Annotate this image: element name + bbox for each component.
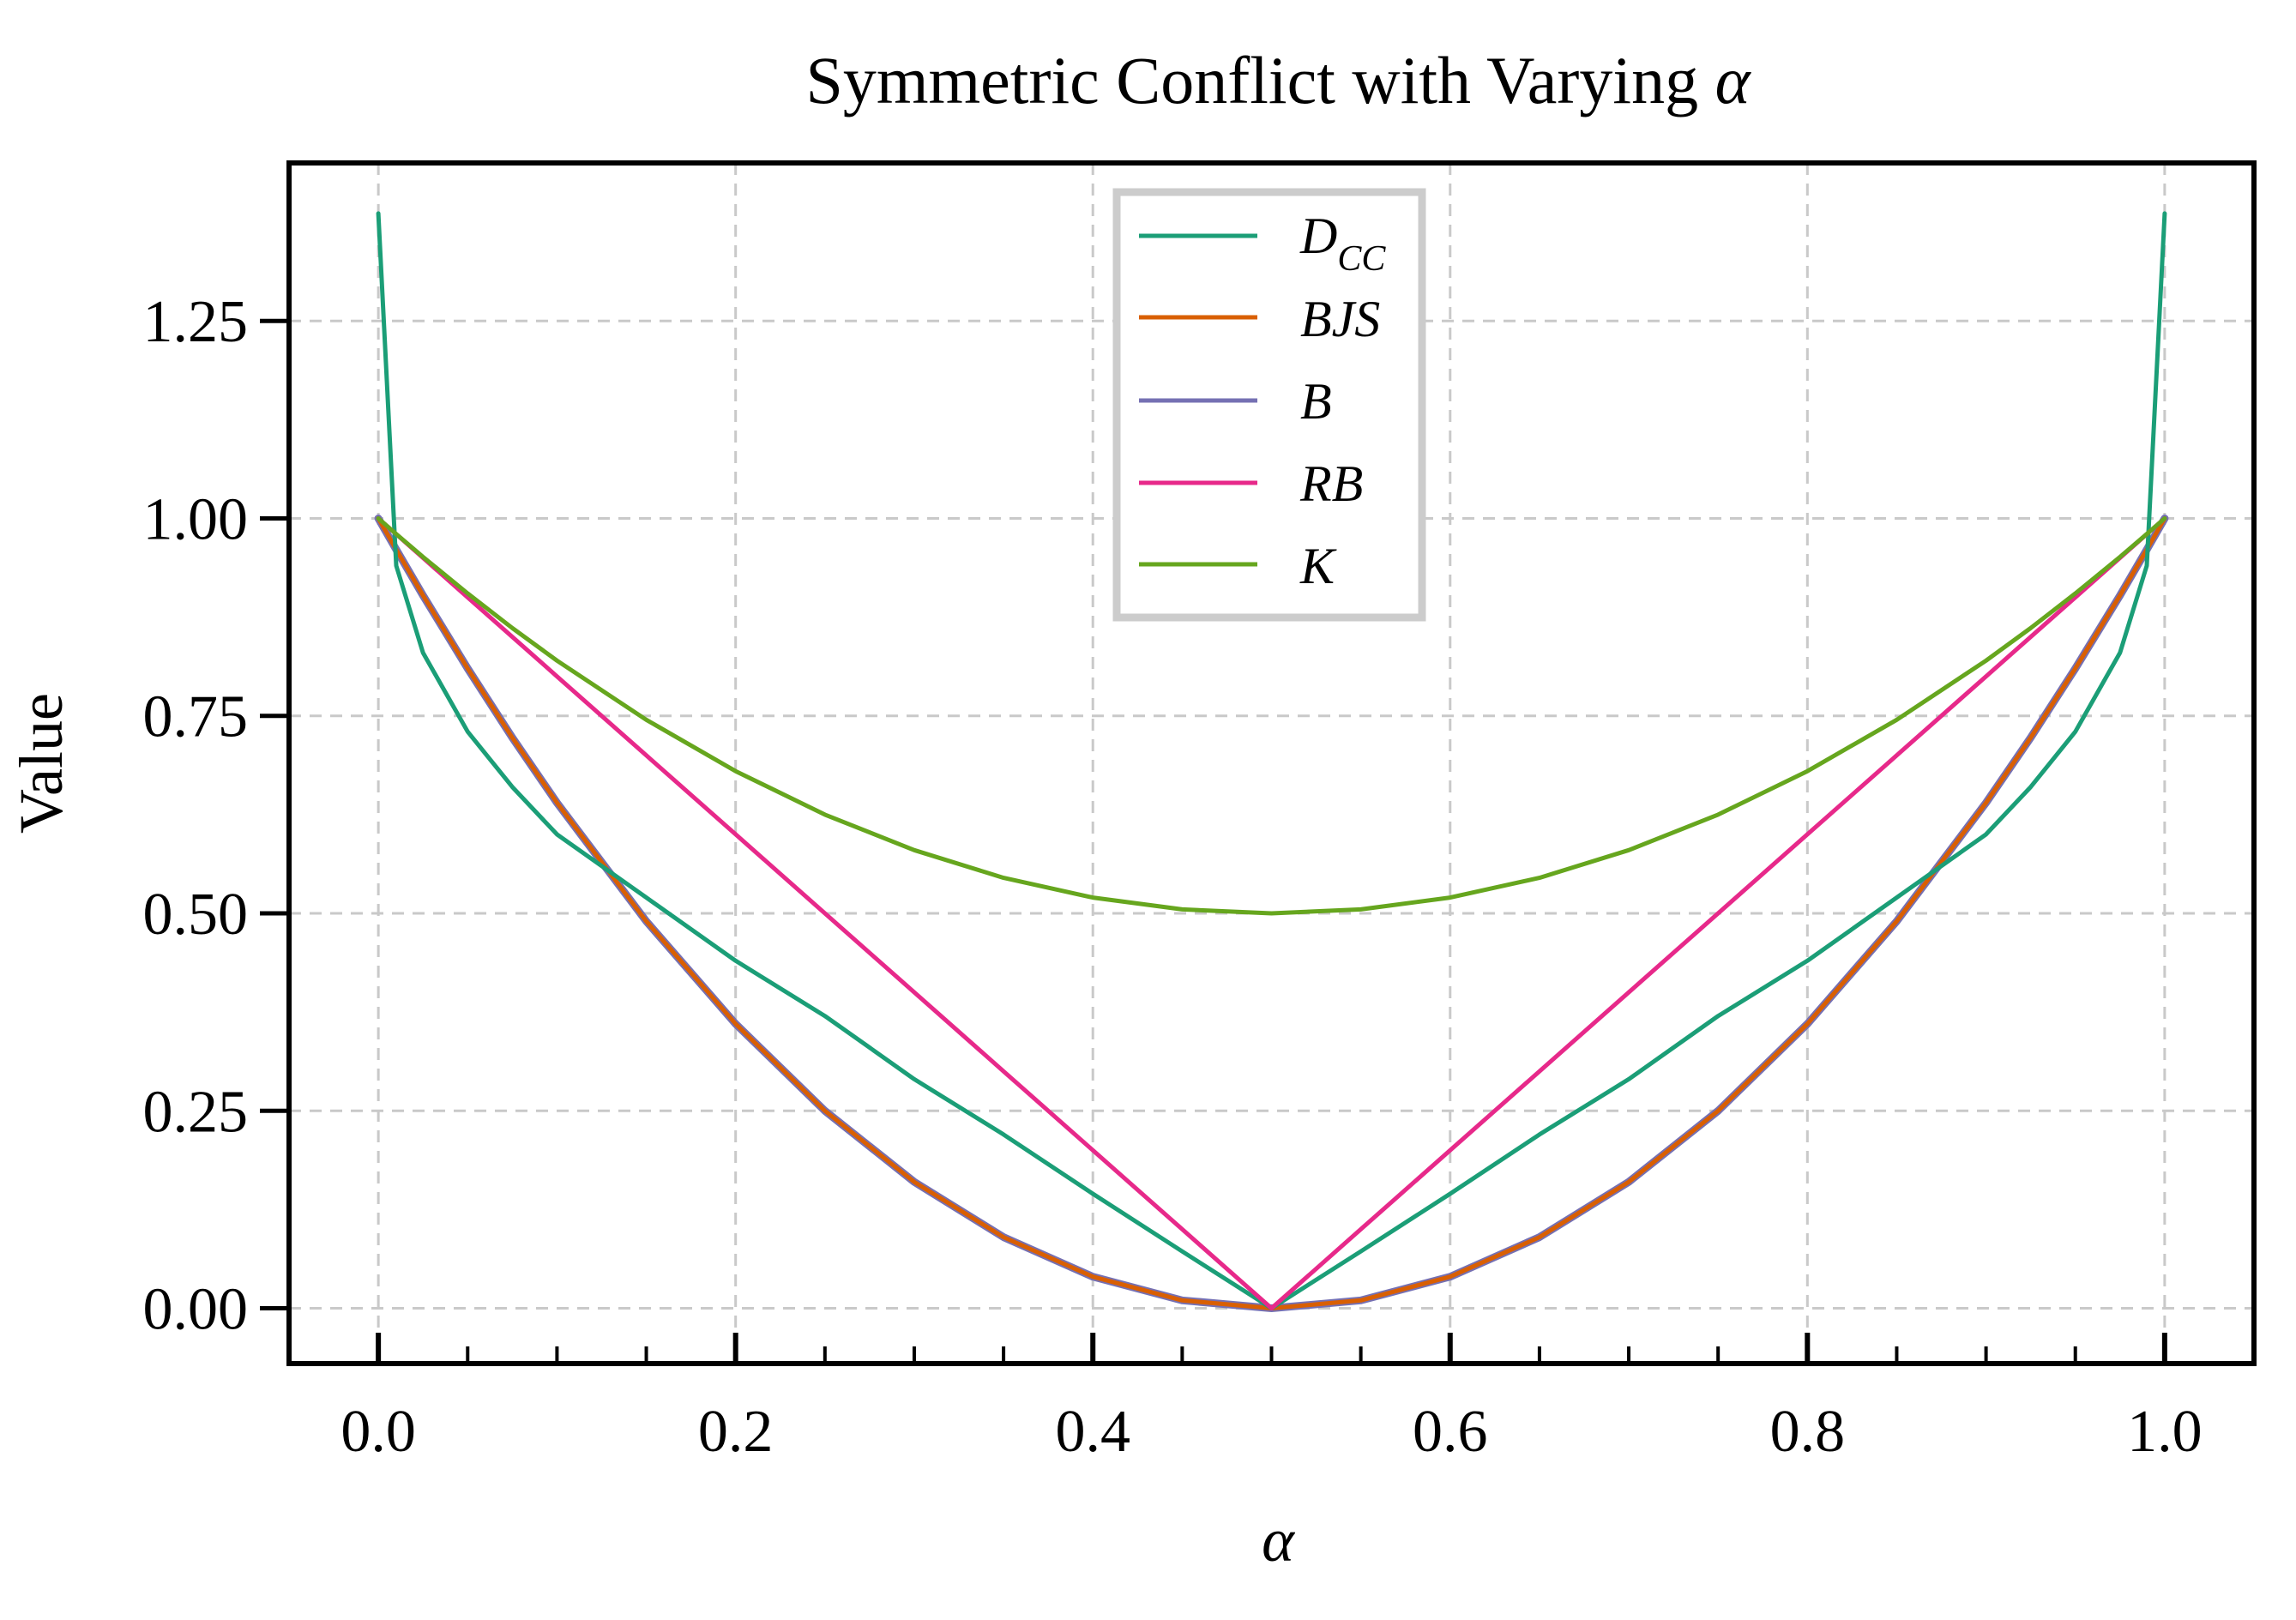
series-line-rb [376,516,2167,1310]
series-line-k [376,516,2167,916]
legend-label-rb: RB [1299,455,1363,512]
legend-item-bjs: BJS [1139,291,1380,347]
x-axis-label: α [1262,1506,1295,1575]
y-axis-label: Value [7,693,75,834]
chart-title: Symmetric Conflict with Varying α [805,43,1751,117]
x-tick-label: 0.6 [1413,1399,1488,1465]
legend-label-b: B [1300,373,1332,430]
x-tick-label: 0.4 [1055,1399,1130,1465]
x-tick-label: 1.0 [2127,1399,2203,1465]
legend-box [1112,188,1426,622]
series-layer [374,211,2169,1312]
x-tick-label: 0.8 [1770,1399,1846,1465]
legend-label-k: K [1299,538,1337,594]
y-tick-label: 0.50 [143,882,249,948]
tick-layer: 0.0 0.2 0.4 0.6 0.8 1.0 0.00 0.25 0.50 0.75 1.00 1.… [143,289,2203,1465]
y-tick-label: 0.00 [143,1277,249,1343]
legend-label-dcc: DCC [1299,208,1386,279]
legend: DCC BJS B RB K [1112,188,1426,622]
legend-item-b: B [1139,373,1332,430]
y-tick-label: 0.75 [143,684,249,750]
x-tick-label: 0.2 [698,1399,774,1465]
grid-layer [289,163,2254,1364]
legend-item-k: K [1139,538,1337,594]
y-tick-label: 1.00 [143,486,249,552]
x-tick-label: 0.0 [340,1399,416,1465]
legend-item-dcc: DCC [1139,208,1386,279]
y-tick-label: 1.25 [143,289,249,355]
legend-label-bjs: BJS [1300,291,1380,347]
y-tick-label: 0.25 [143,1079,249,1145]
legend-item-rb: RB [1139,455,1363,512]
